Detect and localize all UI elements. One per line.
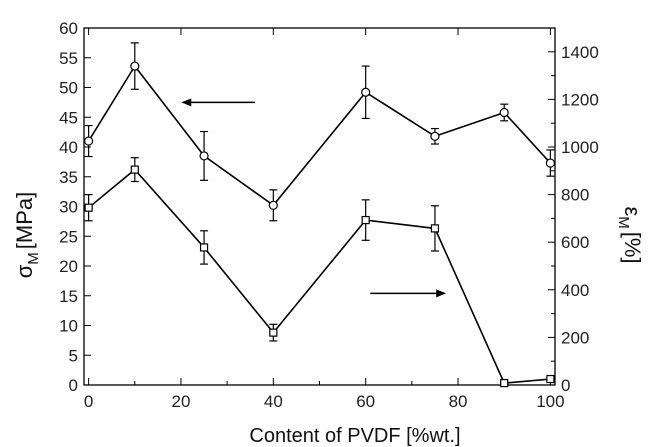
arrows [181,98,447,298]
y-axis-right-label: εM [%] [615,206,645,263]
series-1 [84,42,555,222]
y-right-tick-label: 200 [561,328,589,347]
ticks: 0 20 40 60 80 1000510152025303540455055600200… [59,19,599,411]
y-axis-left-subscript: M [25,252,42,265]
y-left-tick-label: 45 [59,108,78,127]
x-tick-label: 40 [264,392,283,411]
axes [83,27,556,386]
y-right-tick-label: 1400 [561,43,599,62]
data-point-circle [130,61,140,71]
series-line [87,64,551,207]
x-tick-label: 100 [536,392,564,411]
data-point-square [199,243,209,252]
arrow-head [181,98,192,107]
data-point-square [430,224,440,233]
y-left-tick-label: 50 [59,79,78,98]
data-point-circle [268,200,278,210]
y-left-tick-label: 15 [59,287,78,306]
data-point-circle [430,131,440,141]
y-left-tick-label: 10 [59,317,78,336]
data-point-square [361,215,370,225]
data-point-circle [545,158,555,168]
y-right-tick-label: 600 [561,233,589,252]
x-tick-label: 0 [84,392,93,411]
y-right-tick-label: 1000 [561,138,599,157]
y-left-tick-label: 55 [59,49,78,68]
arrow-head [436,289,447,298]
data-point-circle [499,107,509,118]
y-left-tick-label: 30 [59,198,78,217]
y-left-tick-label: 40 [59,138,78,157]
data-point-circle [361,87,371,97]
data-point-square [500,378,509,388]
series-line [88,168,551,384]
y-axis-right-symbol: ε [620,206,645,216]
y-axis-right-unit: [%] [620,232,645,264]
y-axis-left-label: σM [MPa] [12,192,42,279]
data-point-square [269,328,278,337]
plot-frame [83,27,556,386]
arrow-right-axis [370,289,447,298]
series-layer [84,42,555,388]
y-right-tick-label: 800 [561,186,589,205]
y-left-tick-label: 35 [59,168,78,187]
arrow-left-axis [181,98,255,107]
x-tick-label: 60 [356,392,375,411]
x-tick-label: 20 [172,392,191,411]
y-right-tick-label: 400 [561,281,589,300]
y-axis-left-unit: [MPa] [12,192,37,249]
x-tick-label: 80 [449,392,468,411]
data-point-circle [84,136,94,146]
y-right-tick-label: 1200 [561,90,599,109]
y-left-tick-label: 25 [59,227,78,246]
y-axis-left-symbol: σ [12,264,37,278]
data-point-square [546,374,555,384]
series-2 [84,157,555,388]
y-left-tick-label: 5 [69,346,78,365]
data-point-square [84,203,93,212]
y-left-tick-label: 0 [69,376,78,395]
data-point-square [130,165,139,174]
data-point-circle [199,151,209,161]
x-axis-label: Content of PVDF [%wt.] [249,425,460,447]
y-axis-right-subscript: M [615,216,632,229]
y-right-tick-label: 0 [561,376,570,395]
y-left-tick-label: 60 [59,19,78,38]
y-left-tick-label: 20 [59,257,78,276]
